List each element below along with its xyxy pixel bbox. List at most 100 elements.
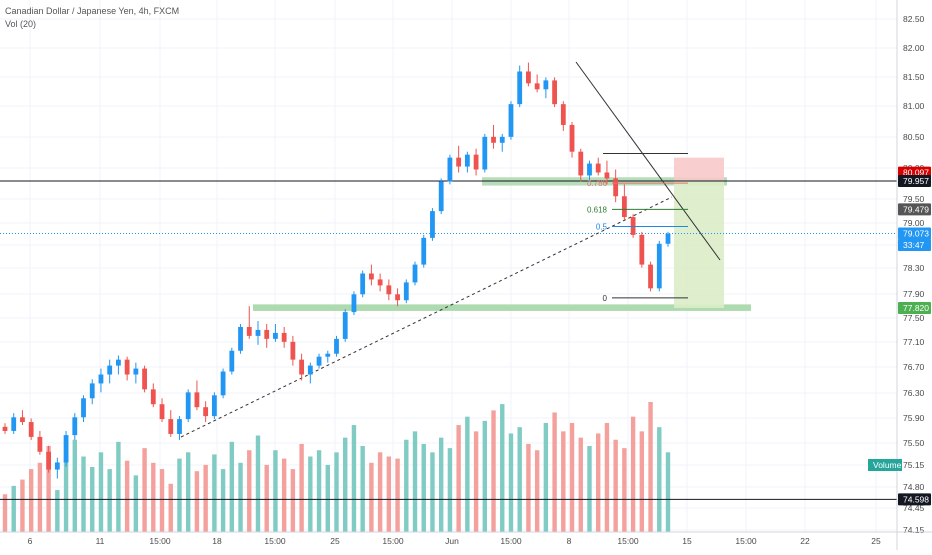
volume-bar xyxy=(395,458,400,532)
volume-bar xyxy=(613,439,618,532)
candle-body xyxy=(491,136,496,143)
candle-body xyxy=(37,436,43,452)
candle-body xyxy=(560,104,566,125)
candle-body xyxy=(499,136,505,143)
volume-bar xyxy=(11,485,16,532)
price-tag-label: 79.479 xyxy=(903,204,929,214)
x-tick-label: 25 xyxy=(871,536,881,546)
y-tick-label: 75.15 xyxy=(903,460,925,470)
take-profit-zone xyxy=(674,180,724,308)
volume-tag-label: Volume xyxy=(873,460,902,470)
y-tick-label: 74.45 xyxy=(903,503,925,513)
volume-bar xyxy=(543,422,549,532)
candle-body xyxy=(159,404,165,420)
volume-bar xyxy=(63,458,69,532)
volume-bar xyxy=(255,435,261,532)
volume-bar xyxy=(325,464,330,532)
volume-bar xyxy=(377,452,383,532)
y-tick-label: 77.50 xyxy=(903,313,925,323)
candle-body xyxy=(430,211,435,238)
volume-bar xyxy=(578,437,583,532)
fib-label: 0.786 xyxy=(587,179,608,188)
candle-body xyxy=(648,264,653,289)
candle-body xyxy=(307,365,313,375)
candle-body xyxy=(28,422,34,437)
candle-body xyxy=(630,217,636,235)
candle-body xyxy=(185,392,191,420)
fib-levels: 0.786 0.618 0.5 0 xyxy=(587,179,688,303)
volume-bar xyxy=(421,443,426,532)
candle-body xyxy=(11,417,17,431)
volume-bar xyxy=(587,446,592,532)
volume-bar xyxy=(534,450,540,532)
volume-bar xyxy=(212,454,217,532)
candle-body xyxy=(403,282,409,301)
candle-body xyxy=(211,395,217,417)
candle-body xyxy=(464,154,470,167)
volume-bar xyxy=(622,448,627,532)
candle-body xyxy=(72,417,78,436)
fib-label: 0.618 xyxy=(587,205,608,214)
candle-body xyxy=(290,341,296,360)
volume-bar xyxy=(447,448,453,532)
candle-body xyxy=(194,392,200,408)
y-tick-label: 82.00 xyxy=(903,43,925,53)
candle-body xyxy=(89,383,95,399)
x-tick-label: 18 xyxy=(212,536,222,546)
volume-bar xyxy=(665,452,671,532)
candle-body xyxy=(220,371,226,396)
volume-bar xyxy=(159,469,165,532)
volume-bar xyxy=(264,464,269,532)
volume-bar xyxy=(238,462,243,532)
x-tick-label: 8 xyxy=(567,536,572,546)
volume-bar xyxy=(46,446,51,532)
volume-bar xyxy=(290,469,296,532)
volume-bar xyxy=(639,431,645,532)
volume-bar xyxy=(229,441,235,532)
candle-body xyxy=(168,419,174,434)
candle-body xyxy=(46,451,52,470)
price-tag-label: 33:47 xyxy=(903,240,925,250)
candle-body xyxy=(534,83,540,90)
candle-body xyxy=(587,163,592,176)
candle-body xyxy=(543,80,549,90)
y-tick-label: 79.50 xyxy=(903,194,925,204)
x-tick-label: 6 xyxy=(28,536,33,546)
stop-loss-zone xyxy=(674,157,724,181)
volume-bar xyxy=(316,450,322,532)
volume-bar xyxy=(630,416,636,532)
volume-bar xyxy=(508,433,514,532)
volume-bar xyxy=(55,490,60,532)
x-tick-label: 25 xyxy=(330,536,340,546)
candle-body xyxy=(124,359,130,375)
volume-bar xyxy=(430,452,435,532)
volume-bar xyxy=(561,431,566,532)
candle-body xyxy=(552,80,557,105)
drawing-lines xyxy=(0,61,897,500)
volume-bar xyxy=(491,410,496,532)
candle-body xyxy=(81,398,86,418)
candle-body xyxy=(395,294,400,301)
volume-bars xyxy=(2,402,671,532)
volume-bar xyxy=(72,439,77,532)
x-tick-label: 15:00 xyxy=(382,536,404,546)
x-tick-label: 15:00 xyxy=(500,536,522,546)
volume-bar xyxy=(37,462,43,532)
volume-bar xyxy=(142,448,147,532)
volume-bar xyxy=(98,452,104,532)
price-tag xyxy=(898,203,931,216)
candle-body xyxy=(98,374,104,384)
candle-body xyxy=(299,359,305,375)
candle-body xyxy=(421,237,427,265)
candle-body xyxy=(229,350,235,372)
candle-body xyxy=(604,172,610,179)
candle-body xyxy=(621,196,627,218)
x-tick-label: 15 xyxy=(682,536,692,546)
candles[interactable] xyxy=(2,62,671,479)
price-tag xyxy=(898,301,931,314)
candle-body xyxy=(386,285,392,295)
x-tick-label: 11 xyxy=(96,536,105,546)
